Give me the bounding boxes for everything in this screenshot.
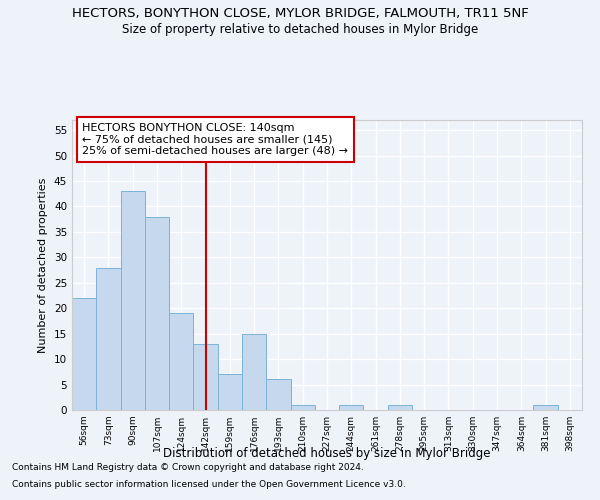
- Bar: [121, 191, 145, 410]
- Bar: [193, 344, 218, 410]
- Bar: [388, 405, 412, 410]
- Bar: [242, 334, 266, 410]
- Text: Distribution of detached houses by size in Mylor Bridge: Distribution of detached houses by size …: [163, 448, 491, 460]
- Text: HECTORS BONYTHON CLOSE: 140sqm
← 75% of detached houses are smaller (145)
25% of: HECTORS BONYTHON CLOSE: 140sqm ← 75% of …: [82, 123, 348, 156]
- Bar: [266, 380, 290, 410]
- Bar: [145, 216, 169, 410]
- Bar: [218, 374, 242, 410]
- Text: Contains public sector information licensed under the Open Government Licence v3: Contains public sector information licen…: [12, 480, 406, 489]
- Text: Contains HM Land Registry data © Crown copyright and database right 2024.: Contains HM Land Registry data © Crown c…: [12, 464, 364, 472]
- Text: HECTORS, BONYTHON CLOSE, MYLOR BRIDGE, FALMOUTH, TR11 5NF: HECTORS, BONYTHON CLOSE, MYLOR BRIDGE, F…: [71, 8, 529, 20]
- Bar: [96, 268, 121, 410]
- Bar: [290, 405, 315, 410]
- Y-axis label: Number of detached properties: Number of detached properties: [38, 178, 49, 352]
- Bar: [169, 314, 193, 410]
- Bar: [533, 405, 558, 410]
- Text: Size of property relative to detached houses in Mylor Bridge: Size of property relative to detached ho…: [122, 22, 478, 36]
- Bar: [339, 405, 364, 410]
- Bar: [72, 298, 96, 410]
